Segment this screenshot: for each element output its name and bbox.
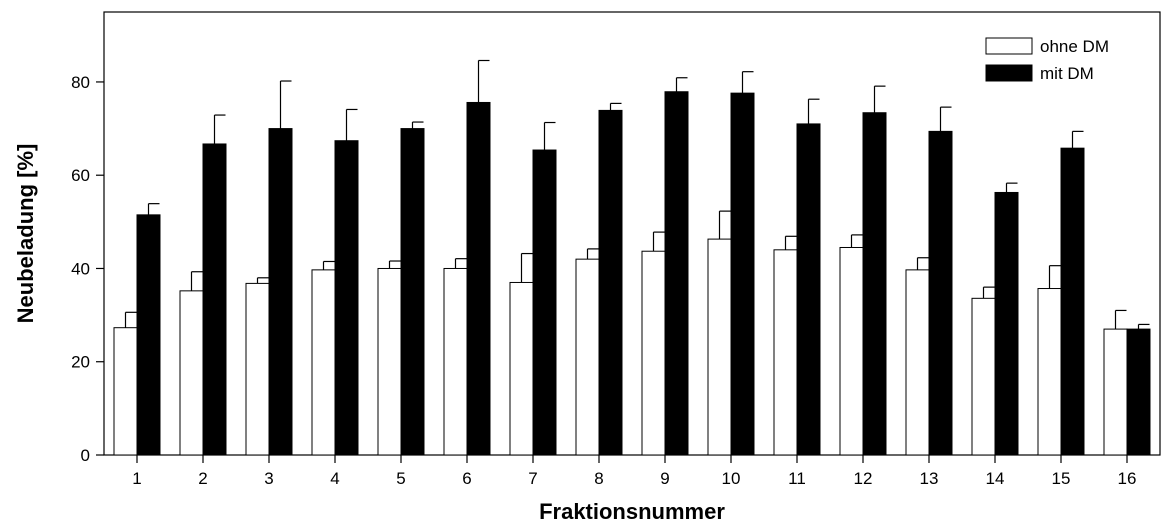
x-tick-label-3: 3 (264, 469, 273, 488)
x-tick-label-8: 8 (594, 469, 603, 488)
plot-frame (103, 11, 1161, 456)
bar-mit-dm-3 (268, 128, 293, 456)
bar-ohne-dm-7 (509, 281, 534, 456)
bar-ohne-dm-4 (311, 269, 336, 456)
bar-mit-dm-10 (730, 92, 755, 456)
x-tick-label-14: 14 (986, 469, 1005, 488)
bars-group (113, 91, 1151, 456)
x-tick-label-5: 5 (396, 469, 405, 488)
bar-ohne-dm-8 (575, 258, 600, 456)
x-tick-label-13: 13 (920, 469, 939, 488)
legend: ohne DM mit DM (985, 37, 1109, 83)
bar-mit-dm-9 (664, 91, 689, 456)
bar-ohne-dm-3 (245, 282, 270, 456)
bar-ohne-dm-12 (839, 246, 864, 456)
x-tick-label-9: 9 (660, 469, 669, 488)
x-tick-label-1: 1 (132, 469, 141, 488)
bar-ohne-dm-10 (707, 238, 732, 456)
y-tick-label-20: 20 (71, 353, 90, 372)
bar-ohne-dm-6 (443, 267, 468, 456)
bar-mit-dm-11 (796, 123, 821, 456)
bar-mit-dm-7 (532, 149, 557, 456)
legend-label-mit-dm: mit DM (1040, 64, 1094, 83)
bar-ohne-dm-14 (971, 297, 996, 456)
x-tick-label-6: 6 (462, 469, 471, 488)
legend-label-ohne-dm: ohne DM (1040, 37, 1109, 56)
bar-ohne-dm-13 (905, 269, 930, 456)
bar-mit-dm-16 (1126, 328, 1151, 456)
plot-area (103, 11, 1161, 456)
bar-ohne-dm-15 (1037, 288, 1062, 456)
bar-mit-dm-15 (1060, 147, 1085, 456)
error-bars-group (124, 59, 1150, 330)
bar-ohne-dm-2 (179, 290, 204, 456)
bar-mit-dm-1 (136, 214, 161, 456)
bar-ohne-dm-11 (773, 249, 798, 456)
y-tick-label-0: 0 (81, 446, 90, 465)
bar-mit-dm-5 (400, 128, 425, 456)
bar-ohne-dm-5 (377, 267, 402, 456)
bar-mit-dm-14 (994, 191, 1019, 456)
bar-mit-dm-13 (928, 130, 953, 456)
legend-swatch-mit-dm (985, 64, 1033, 82)
bar-mit-dm-6 (466, 101, 491, 456)
bar-ohne-dm-16 (1103, 328, 1128, 456)
x-axis-title: Fraktionsnummer (539, 499, 725, 524)
x-tick-label-4: 4 (330, 469, 339, 488)
y-axis-title: Neubeladung [%] (13, 144, 38, 324)
y-axis: 0 20 40 60 80 (71, 73, 104, 465)
x-tick-label-11: 11 (788, 469, 806, 488)
x-tick-label-16: 16 (1118, 469, 1137, 488)
bar-mit-dm-8 (598, 109, 623, 456)
y-tick-label-60: 60 (71, 166, 90, 185)
y-tick-label-80: 80 (71, 73, 90, 92)
x-tick-label-15: 15 (1052, 469, 1071, 488)
legend-swatch-ohne-dm (985, 37, 1033, 55)
bar-mit-dm-12 (862, 112, 887, 456)
x-axis: 1 2 3 4 5 6 7 8 9 10 11 12 13 14 15 16 (132, 455, 1136, 488)
y-tick-label-40: 40 (71, 259, 90, 278)
bar-ohne-dm-9 (641, 250, 666, 456)
x-tick-label-12: 12 (854, 469, 873, 488)
bar-mit-dm-4 (334, 140, 359, 456)
x-tick-label-2: 2 (198, 469, 207, 488)
x-tick-label-10: 10 (722, 469, 741, 488)
bar-mit-dm-2 (202, 143, 227, 456)
bar-ohne-dm-1 (113, 327, 138, 456)
x-tick-label-7: 7 (528, 469, 537, 488)
